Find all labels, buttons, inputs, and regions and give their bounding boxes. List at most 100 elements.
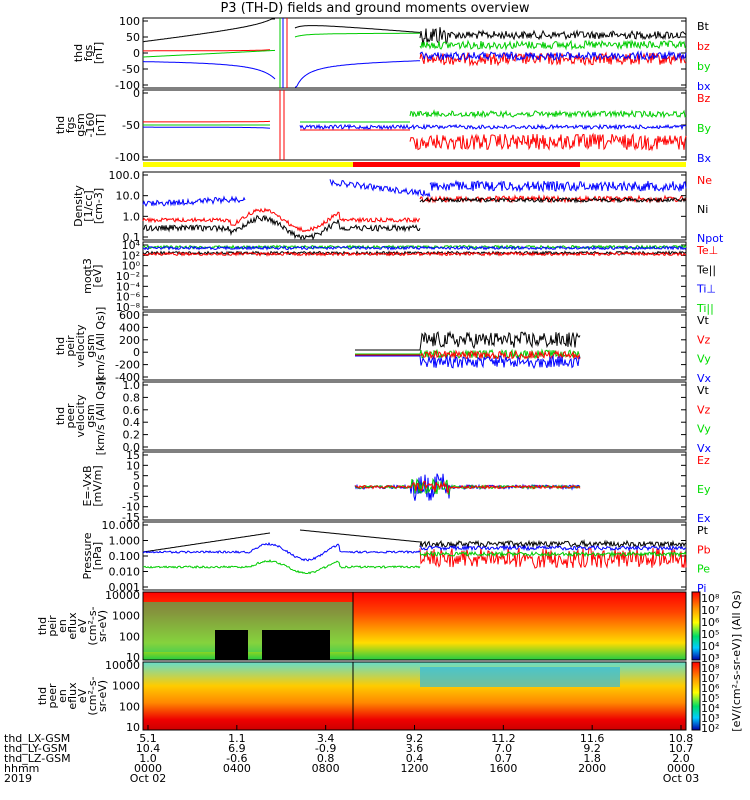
legend-Ez: Ez: [697, 454, 710, 467]
xaxis-lx: 10.8: [669, 732, 694, 745]
ylabel-line: [mV/m]: [91, 465, 104, 506]
xaxis-hhmm: 0000: [134, 762, 162, 775]
ylabel-line: eflux: [66, 682, 79, 710]
ytick-label: 1.000: [109, 535, 141, 548]
ylabel-line: [nPa]: [91, 542, 104, 570]
series-Ez: [354, 480, 581, 495]
ytick-label: 50: [126, 31, 140, 44]
ylabel-line: peir: [64, 335, 77, 357]
xaxis-hhmm: 2000: [578, 762, 606, 775]
mode-bar-segment: [580, 162, 686, 167]
colorbar-tick: 10³: [701, 652, 719, 665]
legend-Ne: Ne: [697, 174, 712, 187]
ylabel-line: E=-VxB: [81, 465, 94, 506]
spectrogram-band: [420, 667, 620, 687]
ytick-label: 1.0: [123, 210, 141, 223]
legend-Bz: Bz: [697, 92, 711, 105]
legend-Ey: Ey: [697, 483, 711, 496]
xaxis-lz: 0.4: [406, 752, 424, 765]
ylabel-line: sr-eV): [96, 610, 109, 642]
ytick-label: 0: [133, 47, 140, 60]
ytick-label: 10⁻²: [116, 270, 140, 283]
ytick-label: 1000: [112, 610, 140, 623]
ylabel-pressure: Pressure[nPa]: [81, 532, 104, 579]
panel-frame-peir-velocity: [142, 311, 687, 381]
ytick-label: 100: [119, 630, 140, 643]
ytick-label: 15: [126, 449, 140, 462]
ylabel-line: sr-eV): [96, 680, 109, 712]
ylabel-line: Pressure: [81, 532, 94, 579]
series-Pi: [419, 544, 687, 552]
series-Pi: [142, 542, 421, 562]
ytick-label: 10000: [105, 589, 140, 602]
colorbar-label-text: [eV/(cm²-s-sr-eV)] (All Qs): [730, 590, 743, 731]
series-Vy: [355, 348, 581, 360]
ylabel-efield: E=-VxB[mV/m]: [81, 465, 104, 506]
mode-bar-segment: [143, 162, 353, 167]
ylabel-line: (cm²-s-: [86, 606, 99, 645]
series-Te||: [142, 250, 687, 256]
ylabel-line: en: [56, 619, 69, 633]
ytick-label: 100: [119, 700, 140, 713]
series-Bx: [143, 126, 271, 129]
xaxis-lx: 5.1: [139, 732, 157, 745]
legend-Ex: Ex: [697, 512, 711, 525]
xaxis-row-label: 2019: [4, 772, 32, 785]
series-By: [409, 109, 687, 119]
colorbar-tick: 10²: [701, 722, 719, 735]
xaxis-ly: 9.2: [583, 742, 601, 755]
spectrogram-band: [215, 630, 248, 660]
colorbar-tick: 10⁶: [701, 682, 720, 695]
series-by: [294, 32, 420, 38]
ytick-label: 400: [119, 321, 140, 334]
xaxis-lx: 1.1: [228, 732, 246, 745]
ylabel-line: fgs: [82, 44, 95, 61]
ylabel-line: eV: [76, 618, 89, 633]
ytick-label: -100: [115, 79, 140, 92]
ylabel-line: thd: [54, 337, 67, 355]
ylabel-line: fgs: [64, 116, 77, 133]
series-by: [143, 49, 276, 58]
legend-Vz: Vz: [697, 333, 711, 346]
ytick-label: 10000: [105, 659, 140, 672]
ylabel-line: [eV]: [91, 265, 104, 288]
ytick-label: 10⁻⁸: [116, 301, 141, 314]
ylabel-line: [cm-3]: [92, 188, 105, 224]
ylabel-line: peer: [64, 403, 77, 429]
ytick-label: 200: [119, 334, 140, 347]
ytick-label: 0.1: [123, 231, 141, 244]
series-Vt: [355, 330, 581, 351]
legend-Ti⊥: Ti⊥: [696, 283, 716, 296]
ytick-label: 10⁻⁴: [116, 280, 141, 293]
colorbar-tick: 10⁵: [701, 628, 719, 641]
legend-bz: bz: [697, 40, 710, 53]
legend-Pt: Pt: [697, 524, 709, 537]
ytick-label: 5: [133, 470, 140, 483]
xaxis-lz: 0.8: [317, 752, 335, 765]
colorbar-tick: 10³: [701, 712, 719, 725]
colorbar-tick: 10⁸: [701, 592, 720, 605]
legend-Bx: Bx: [697, 152, 712, 165]
ytick-label: 0.100: [109, 550, 141, 563]
series-Bz: [143, 120, 270, 123]
xaxis-ly: 6.9: [228, 742, 246, 755]
ylabel-line: -160: [84, 113, 97, 138]
series-Vx: [355, 354, 581, 370]
ytick-label: 600: [119, 309, 140, 322]
xaxis-row-label: hhmm: [4, 762, 39, 775]
ylabel-line: en: [56, 689, 69, 703]
series-Pt: [142, 532, 271, 553]
ylabel-line: eflux: [66, 612, 79, 640]
legend-Te||: Te||: [696, 263, 716, 276]
ylabel-line: [nT]: [92, 42, 105, 64]
ytick-label: 1.0: [123, 379, 141, 392]
ytick-label: -100: [115, 151, 140, 164]
chart-title: P3 (TH-D) fields and ground moments over…: [220, 1, 530, 16]
series-Npot: [329, 179, 431, 198]
legend-Vz: Vz: [697, 403, 711, 416]
ylabel-line: peer: [46, 683, 59, 709]
legend-by: by: [697, 60, 711, 73]
